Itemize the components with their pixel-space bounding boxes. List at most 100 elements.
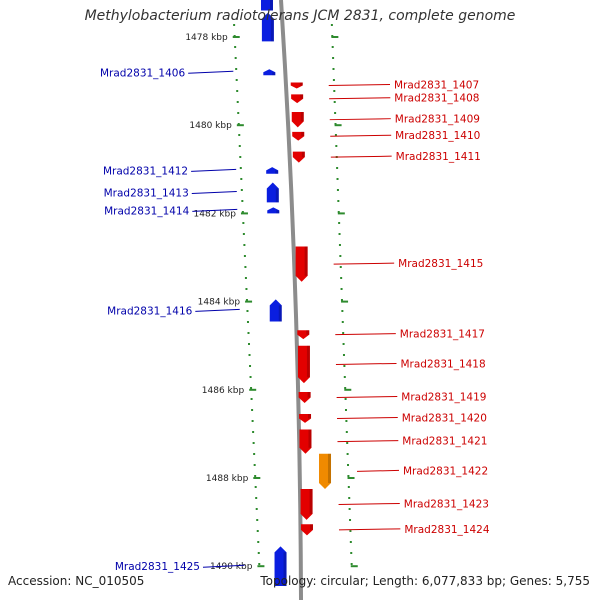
ruler-dot [243, 244, 246, 246]
gene-label[interactable]: Mrad2831_1408 [394, 93, 479, 105]
gene-arrow[interactable] [297, 330, 310, 340]
ruler-dot [241, 200, 244, 202]
ruler-dot [343, 376, 346, 378]
scale-tick-label: 1480 kbp [189, 121, 232, 131]
ruler-dot [346, 442, 349, 444]
ruler-dot [336, 167, 339, 169]
major-tick [344, 388, 352, 391]
ruler-dot [253, 453, 256, 455]
major-tick [350, 565, 358, 568]
ruler-dot [336, 189, 339, 191]
gene-shade [309, 489, 313, 514]
gene-shade [300, 94, 304, 99]
ruler-dot [251, 420, 254, 422]
gene-arrow[interactable] [260, 0, 273, 11]
gene-arrow[interactable] [290, 82, 303, 89]
gene-label[interactable]: Mrad2831_1419 [401, 392, 486, 404]
gene-arrow[interactable] [266, 182, 279, 203]
gene-label[interactable]: Mrad2831_1413 [104, 187, 189, 199]
ruler-dot [335, 145, 338, 147]
gene-label[interactable]: Mrad2831_1411 [396, 151, 481, 163]
ruler-dot [253, 464, 256, 466]
gene-arrow[interactable] [266, 167, 279, 174]
gene-label[interactable]: Mrad2831_1414 [104, 205, 189, 217]
ruler-dot [340, 288, 343, 290]
gene-leader-line [338, 528, 401, 531]
gene-label[interactable]: Mrad2831_1409 [395, 114, 480, 126]
ruler-dot [334, 123, 337, 125]
ruler-dot [331, 46, 334, 48]
ruler-dot [242, 222, 245, 224]
gene-label[interactable]: Mrad2831_1424 [404, 524, 489, 536]
ruler-dot [340, 299, 343, 301]
ruler-dot [334, 112, 337, 114]
gene-arrow[interactable] [297, 345, 310, 384]
gene-shade [300, 111, 304, 122]
scale-tick-label: 1484 kbp [198, 298, 241, 308]
gene-leader-line [328, 84, 391, 87]
ruler-dot [338, 222, 341, 224]
gene-arrow[interactable] [274, 546, 287, 587]
major-tick [334, 124, 342, 127]
gene-arrow[interactable] [269, 299, 282, 322]
gene-label[interactable]: Mrad2831_1417 [400, 329, 485, 341]
ruler-dot [242, 233, 245, 235]
gene-leader-line [329, 97, 391, 100]
gene-arrow[interactable] [267, 207, 280, 214]
ruler-dot [256, 530, 259, 532]
gene-leader-line [330, 134, 392, 137]
gene-leader-line [192, 208, 238, 212]
gene-arrow[interactable] [291, 111, 304, 128]
gene-arrow[interactable] [291, 94, 304, 104]
gene-label[interactable]: Mrad2831_1407 [394, 80, 479, 92]
gene-label[interactable]: Mrad2831_1415 [398, 258, 483, 270]
ruler-dot [239, 167, 242, 169]
gene-features [260, 0, 332, 587]
gene-label[interactable]: Mrad2831_1410 [395, 130, 480, 142]
ruler-dot [244, 277, 247, 279]
gene-arrow[interactable] [261, 12, 274, 42]
ruler-dot [243, 255, 246, 257]
gene-label[interactable]: Mrad2831_1425 [115, 561, 200, 573]
ruler-dot [254, 486, 257, 488]
gene-label[interactable]: Mrad2831_1418 [401, 358, 486, 370]
gene-arrow[interactable] [263, 69, 276, 76]
gene-arrow[interactable] [299, 429, 312, 454]
gene-shade [308, 429, 312, 448]
gene-arrow[interactable] [292, 151, 305, 163]
gene-leader-line [329, 118, 391, 121]
gene-shade [275, 188, 279, 203]
ruler-dot [347, 464, 350, 466]
ruler-dot [258, 563, 261, 565]
gene-shade [306, 330, 310, 335]
gene-arrow[interactable] [299, 414, 312, 423]
gene-arrow[interactable] [295, 246, 308, 282]
gene-leader-line [338, 502, 400, 505]
gene-shade [272, 72, 276, 76]
gene-label[interactable]: Mrad2831_1422 [403, 465, 488, 477]
gene-label[interactable]: Mrad2831_1416 [107, 305, 192, 317]
gene-shade [276, 210, 280, 214]
ruler-dot [333, 101, 336, 103]
ruler-dot [330, 24, 333, 26]
ruler-dot [240, 189, 243, 191]
gene-arrow[interactable] [319, 453, 332, 490]
major-tick [232, 36, 240, 38]
ruler-dot [257, 552, 260, 554]
ruler-dot [347, 475, 350, 477]
gene-label[interactable]: Mrad2831_1421 [402, 436, 487, 448]
ruler-dot [241, 211, 244, 213]
gene-label[interactable]: Mrad2831_1420 [402, 412, 487, 424]
ruler-dot [235, 79, 238, 81]
gene-arrow[interactable] [292, 131, 305, 141]
gene-arrow[interactable] [298, 392, 311, 404]
ruler-dot [251, 409, 254, 411]
ruler-dot [338, 244, 341, 246]
gene-label[interactable]: Mrad2831_1406 [100, 67, 185, 79]
ruler-dot [343, 365, 346, 367]
gene-label[interactable]: Mrad2831_1412 [103, 165, 188, 177]
gene-arrow[interactable] [300, 524, 313, 536]
gene-arrow[interactable] [300, 489, 313, 520]
gene-label[interactable]: Mrad2831_1423 [404, 498, 489, 510]
